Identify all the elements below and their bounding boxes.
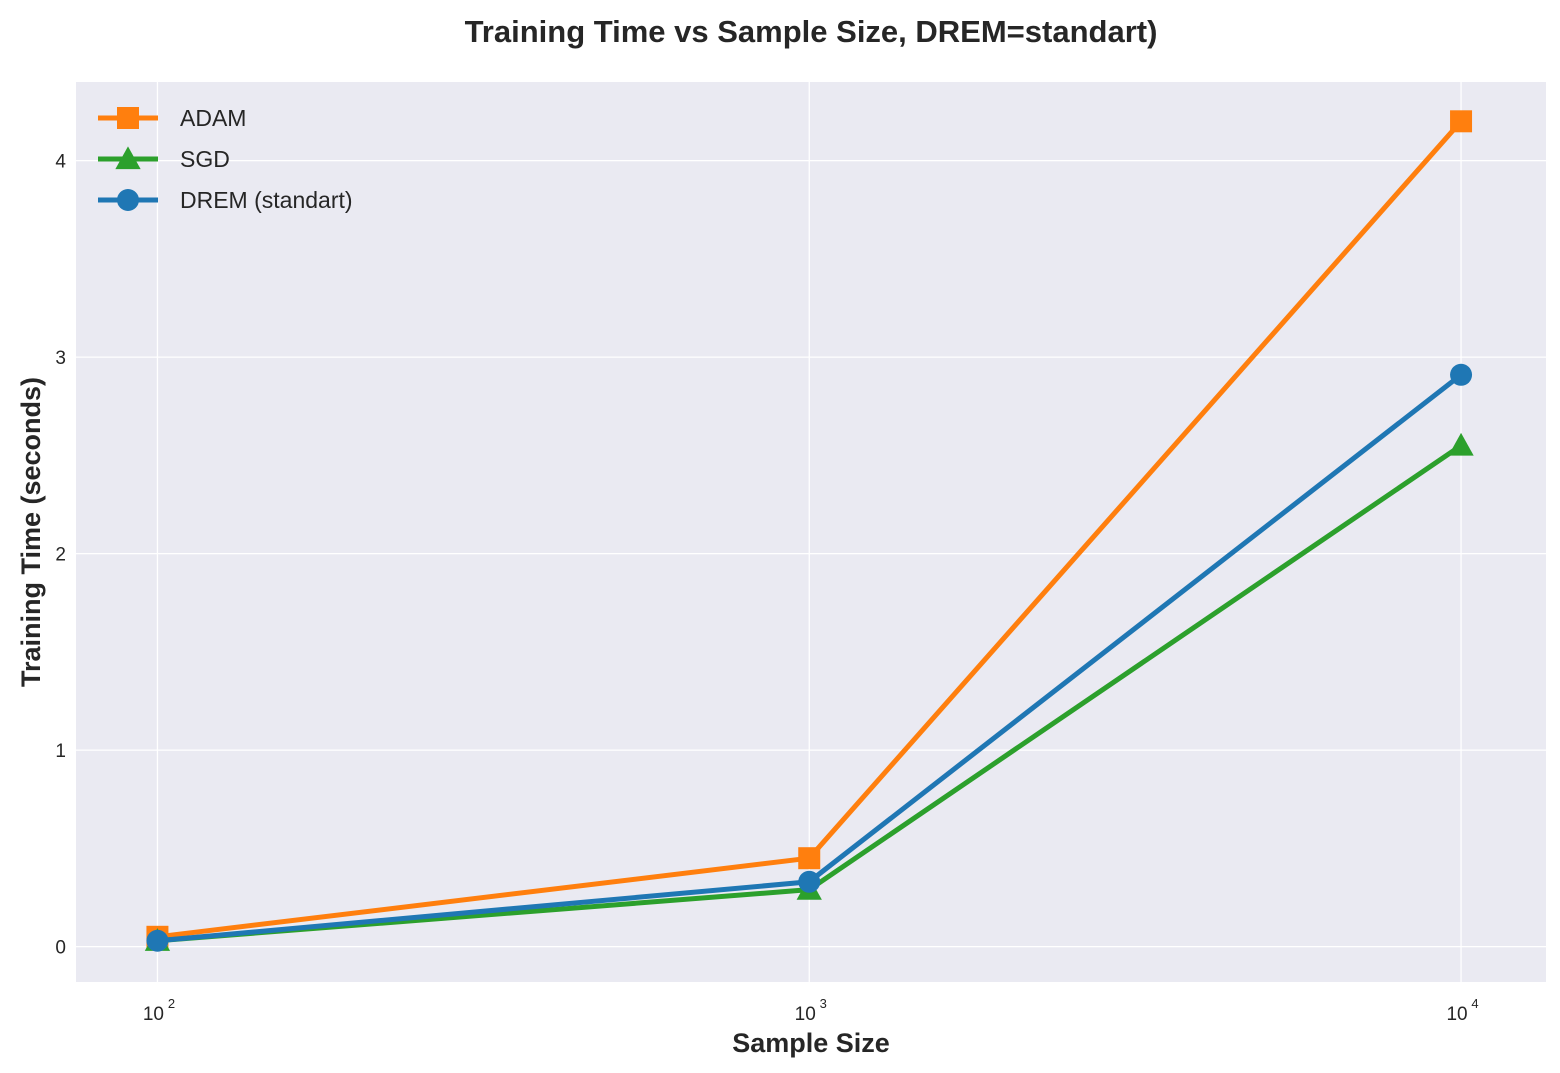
data-point-circle [798,870,821,893]
legend-label: SGD [180,146,230,172]
x-tick-label: 10 [143,1004,164,1025]
data-point-triangle [115,146,141,170]
data-point-circle [1450,363,1473,386]
x-tick-exponent: 4 [1471,996,1478,1011]
legend-label: DREM (standart) [180,187,353,213]
y-tick-label: 3 [55,348,66,369]
x-tick-label: 10 [1446,1004,1467,1025]
data-point-circle [117,189,139,211]
legend-item: ADAM [98,105,246,131]
x-tick-exponent: 3 [820,996,827,1011]
legend: ADAM SGD DREM (standart) [98,105,353,213]
x-axis-label: Sample Size [732,1028,890,1058]
y-axis-label: Training Time (seconds) [16,377,46,687]
x-tick-exponent: 2 [168,996,175,1011]
series-layer [144,110,1474,952]
x-tick-label: 10 [795,1004,816,1025]
legend-label: ADAM [180,105,246,131]
data-point-square [1450,110,1473,133]
grid-lines [76,82,1546,982]
y-tick-label: 2 [55,545,66,566]
y-tick-label: 0 [55,938,66,959]
plot-area [76,82,1546,982]
legend-item: SGD [98,146,230,172]
data-point-triangle [1448,432,1474,456]
data-point-square [117,107,139,129]
data-point-circle [146,929,169,952]
chart-title: Training Time vs Sample Size, DREM=stand… [465,14,1158,49]
axis-ticks: 0 1 2 3 4 10 2 10 3 10 4 [55,152,1478,1025]
data-point-square [798,847,821,870]
series-drem-standart- [146,363,1473,952]
y-tick-label: 1 [55,741,66,762]
legend-item: DREM (standart) [98,187,353,213]
y-tick-label: 4 [55,152,66,173]
